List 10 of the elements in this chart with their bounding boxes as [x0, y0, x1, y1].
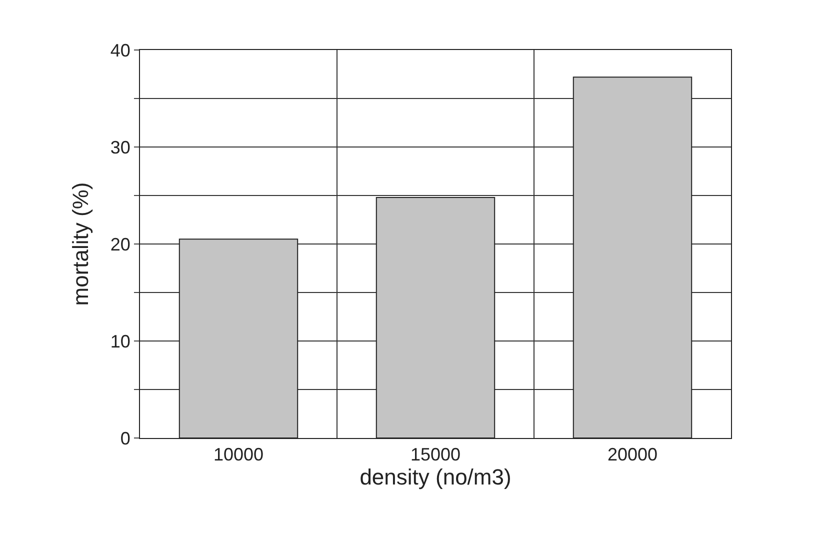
y-tick-label: 0	[120, 428, 130, 448]
y-axis-title: mortality (%)	[68, 182, 94, 306]
x-axis-title: density (no/m3)	[360, 464, 512, 490]
x-tick-label: 10000	[213, 444, 264, 465]
x-tick-label: 15000	[410, 444, 461, 465]
y-tick-label: 20	[110, 234, 130, 254]
y-tick-label: 30	[110, 137, 130, 158]
y-tick-label: 40	[110, 40, 130, 60]
x-tick-label: 20000	[607, 444, 658, 465]
y-tick-label: 10	[110, 331, 130, 352]
